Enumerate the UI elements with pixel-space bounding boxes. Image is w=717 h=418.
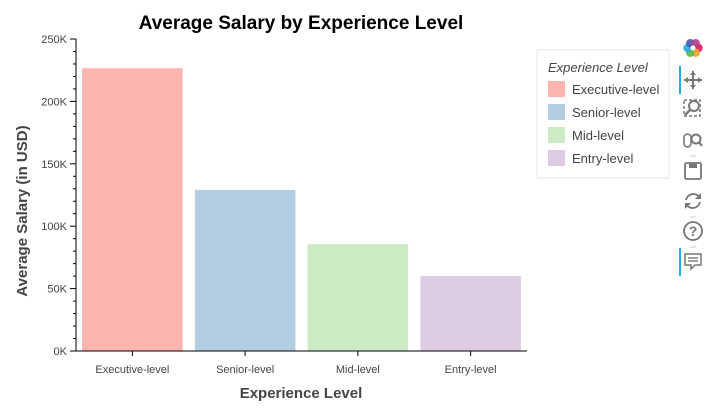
legend-label: Senior-level	[572, 105, 641, 120]
reset-tool-icon[interactable]	[685, 193, 701, 209]
bar-executive-level[interactable]	[81, 67, 184, 352]
x-axis: Executive-level Senior-level Mid-level Entr…	[76, 350, 527, 376]
plot-area[interactable]	[81, 67, 522, 352]
save-tool-icon[interactable]	[684, 162, 702, 180]
svg-text:?: ?	[689, 223, 698, 239]
y-tick-label: 50K	[47, 284, 67, 296]
toolbar: ?	[679, 39, 703, 276]
y-tick-label: 0K	[54, 346, 68, 358]
pan-tool-icon[interactable]	[679, 66, 702, 94]
hover-tool-icon[interactable]	[679, 248, 702, 276]
legend-label: Entry-level	[572, 151, 634, 166]
x-tick-label: Senior-level	[216, 364, 274, 376]
legend-item-mid-level[interactable]: Mid-level	[548, 127, 624, 143]
bokeh-logo-icon[interactable]	[683, 39, 703, 57]
legend-swatch	[548, 104, 565, 120]
legend-label: Executive-level	[572, 82, 660, 97]
legend-item-entry-level[interactable]: Entry-level	[548, 150, 634, 166]
bar-entry-level[interactable]	[419, 275, 522, 352]
wheel-zoom-tool-icon[interactable]	[683, 133, 703, 148]
y-axis: 0K 50K 100K 150K 200K 250K	[41, 34, 77, 358]
y-tick-label: 200K	[41, 96, 67, 108]
x-axis-label: Experience Level	[240, 385, 363, 402]
bar-senior-level[interactable]	[193, 188, 297, 352]
y-tick-label: 100K	[41, 221, 67, 233]
legend-swatch	[548, 127, 565, 143]
legend-item-senior-level[interactable]: Senior-level	[548, 104, 641, 120]
legend-entries: Executive-level Senior-level Mid-level Entr…	[548, 81, 660, 166]
box-zoom-tool-icon[interactable]	[683, 99, 701, 117]
legend-title: Experience Level	[548, 60, 649, 75]
active-tool-indicator	[679, 66, 681, 94]
y-tick-label: 150K	[41, 159, 67, 171]
legend-swatch	[548, 150, 565, 166]
legend-item-executive-level[interactable]: Executive-level	[548, 81, 660, 97]
bar-mid-level[interactable]	[306, 243, 410, 352]
chart-title: Average Salary by Experience Level	[139, 13, 464, 34]
y-tick-label: 250K	[41, 34, 67, 46]
legend-swatch	[548, 81, 565, 97]
y-axis-label: Average Salary (in USD)	[14, 125, 31, 296]
legend: Experience Level Executive-level Senior-l…	[536, 49, 670, 179]
x-tick-label: Executive-level	[95, 364, 169, 376]
help-tool-icon[interactable]: ?	[683, 221, 703, 241]
x-tick-label: Entry-level	[445, 364, 497, 376]
x-tick-label: Mid-level	[336, 364, 380, 376]
legend-label: Mid-level	[572, 128, 624, 143]
active-tool-indicator	[679, 248, 681, 276]
